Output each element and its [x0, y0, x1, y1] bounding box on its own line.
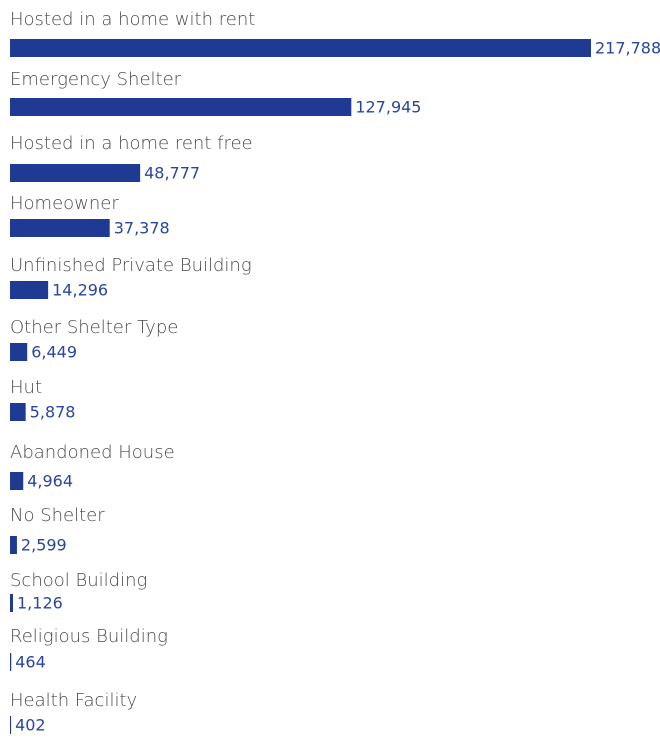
value-label: 402	[15, 716, 46, 735]
category-label: Hosted in a home with rent	[10, 9, 255, 30]
category-label: Health Facility	[10, 690, 137, 711]
value-label: 6,449	[31, 343, 77, 362]
category-label: Homeowner	[10, 193, 119, 214]
bar	[10, 281, 49, 299]
value-label: 464	[15, 653, 46, 672]
value-label: 37,378	[114, 219, 170, 238]
category-label: School Building	[10, 570, 147, 591]
category-label: Other Shelter Type	[10, 317, 178, 338]
bar	[10, 403, 26, 421]
value-label: 2,599	[21, 536, 67, 555]
value-label: 217,788	[595, 39, 660, 58]
value-label: 48,777	[144, 164, 200, 183]
bar	[10, 98, 352, 116]
category-label: Hut	[10, 377, 42, 398]
bar	[10, 716, 12, 734]
category-label: Hosted in a home rent free	[10, 133, 253, 154]
bar	[10, 536, 17, 554]
category-label: Abandoned House	[10, 442, 175, 463]
category-label: No Shelter	[10, 505, 105, 526]
category-label: Emergency Shelter	[10, 69, 182, 90]
category-label: Religious Building	[10, 626, 168, 647]
bar	[10, 653, 12, 671]
bar	[10, 343, 28, 361]
value-label: 127,945	[355, 98, 421, 117]
bar	[10, 472, 24, 490]
value-label: 1,126	[17, 594, 63, 613]
value-label: 4,964	[27, 472, 73, 491]
value-label: 5,878	[30, 403, 76, 422]
bar	[10, 219, 110, 237]
bar	[10, 39, 591, 57]
value-label: 14,296	[52, 281, 108, 300]
bar	[10, 594, 14, 612]
bar	[10, 164, 141, 182]
category-label: Unfinished Private Building	[10, 255, 252, 276]
